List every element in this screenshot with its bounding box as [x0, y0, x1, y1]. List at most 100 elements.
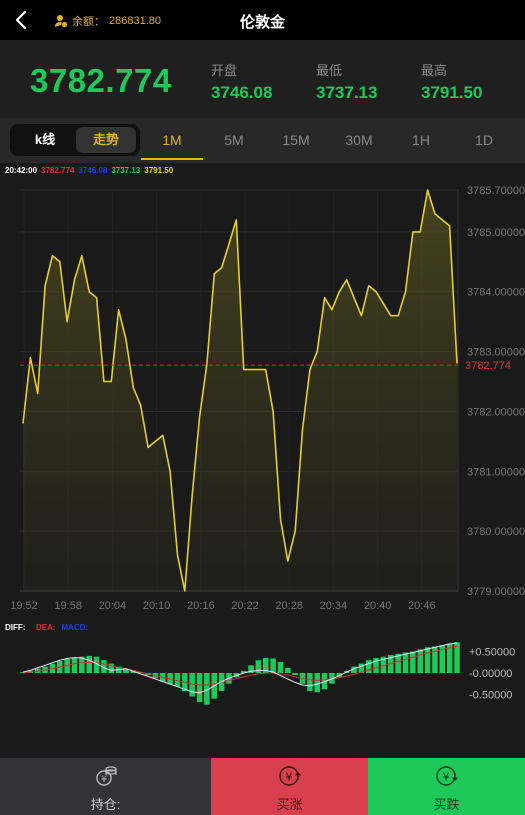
action-bar: ¥ 持仓: ¥ 买涨 ¥ 买跌 [0, 758, 525, 815]
macd-bar [255, 660, 262, 673]
user-coin-icon [55, 15, 68, 28]
macd-bar [130, 670, 137, 673]
legend-value-2: 3746.08 [78, 166, 108, 175]
y-tick-label: 3779.00000 [467, 586, 525, 598]
chart-tabs: k线 走势 1M 5M 15M 30M 1H 1D [0, 118, 525, 163]
x-tick-label: 20:10 [143, 600, 171, 612]
macd-bar [410, 651, 416, 673]
tab-kline[interactable]: k线 [34, 132, 56, 147]
y-tick-label: 3781.00000 [467, 466, 525, 478]
back-arrow-icon[interactable] [10, 8, 34, 32]
diff-line [22, 642, 458, 694]
macd-y-tick-label: +0.50000 [469, 647, 515, 659]
balance-display: 余额： 286831.80 [54, 13, 161, 29]
macd-bar [380, 656, 387, 673]
high-stat: 最高 3791.50 [421, 60, 482, 103]
y-tick-label: 3784.00000 [467, 287, 525, 299]
macd-bar [454, 642, 460, 673]
balance-label: 余额： [72, 16, 105, 28]
macd-bar [196, 673, 203, 703]
coin-stack-icon: ¥ [95, 766, 117, 786]
open-value: 3746.08 [211, 83, 273, 102]
buy-up-button[interactable]: ¥ 买涨 [211, 758, 368, 815]
high-value: 3791.50 [421, 83, 483, 102]
x-tick-label: 20:46 [408, 600, 436, 612]
x-tick-label: 20:28 [275, 600, 303, 612]
macd-bar [439, 645, 445, 673]
macd-bar [240, 670, 247, 673]
chart-area[interactable]: 20:42:00 3782.774 3746.08 3737.13 3791.5… [0, 163, 525, 758]
buy-down-button[interactable]: ¥ 买跌 [368, 758, 525, 815]
y-tick-label: 3783.00000 [467, 347, 525, 359]
legend-value-3: 3737.13 [111, 166, 141, 175]
y-tick-label: 3782.00000 [467, 406, 525, 418]
macd-label: DIFF: [5, 623, 25, 632]
y-tick-label: 3785.00000 [467, 227, 525, 239]
macd-bar [263, 658, 269, 673]
position-button[interactable]: ¥ 持仓: [0, 758, 211, 815]
macd-bar [174, 673, 181, 687]
x-tick-label: 20:34 [320, 600, 348, 612]
tab-15m[interactable]: 15M [282, 132, 310, 148]
macd-bar [248, 665, 254, 673]
macd-bar [277, 661, 284, 673]
x-tick-label: 19:58 [54, 600, 82, 612]
macd-bar [395, 653, 401, 674]
position-label: 持仓: [90, 797, 121, 812]
macd-y-tick-label: -0.50000 [469, 689, 512, 701]
macd-bar [270, 658, 276, 673]
macd-bar [402, 652, 409, 673]
tab-1h[interactable]: 1H [412, 132, 430, 148]
active-tab-indicator [141, 158, 203, 160]
macd-bar [417, 649, 423, 673]
low-value: 3737.13 [316, 83, 378, 102]
macd-label: DEA: [36, 623, 56, 632]
macd-bar [292, 673, 298, 676]
svg-text:¥: ¥ [285, 771, 292, 784]
macd-bar [351, 666, 357, 673]
current-price: 3782.774 [30, 62, 172, 99]
low-label: 最低 [316, 63, 343, 78]
tab-trend[interactable]: 走势 [76, 127, 136, 153]
tab-30m[interactable]: 30M [345, 132, 373, 148]
y-tick-label: 3785.70000 [467, 185, 525, 197]
macd-bar [314, 673, 320, 693]
svg-text:¥: ¥ [442, 771, 449, 784]
macd-bar [101, 660, 107, 673]
quote-panel: 3782.774 开盘 3746.08 最低 3737.13 最高 3791.5… [0, 40, 525, 118]
macd-bar [64, 658, 70, 673]
macd-bar [204, 673, 210, 705]
low-stat: 最低 3737.13 [316, 60, 377, 103]
tab-5m[interactable]: 5M [224, 132, 244, 148]
price-area-fill [23, 190, 457, 591]
y-tick-label: 3780.00000 [467, 526, 525, 538]
tab-1m[interactable]: 1M [162, 132, 182, 148]
macd-label: MACD: [61, 623, 88, 632]
macd-bar [307, 673, 313, 691]
svg-text:¥: ¥ [101, 775, 107, 785]
price-line [22, 189, 458, 592]
legend-time: 20:42:00 [5, 166, 38, 175]
macd-bar [446, 643, 453, 673]
price-chart: 3785.70000 3785.00000 3784.00000 3783.00000… [5, 185, 525, 705]
balance-value: 286831.80 [109, 15, 161, 27]
yuan-up-icon: ¥ [278, 766, 301, 786]
open-label: 开盘 [211, 63, 238, 78]
macd-bar [123, 668, 129, 673]
yuan-down-icon: ¥ [435, 766, 458, 786]
macd-bar [79, 656, 85, 673]
x-tick-label: 20:22 [231, 600, 259, 612]
legend-value-4: 3791.50 [144, 166, 174, 175]
current-price-label: 3782.774 [465, 360, 511, 372]
legend-value-1: 3782.774 [41, 166, 75, 175]
high-label: 最高 [421, 63, 448, 78]
buy-up-label: 买涨 [276, 797, 303, 812]
macd-bar [329, 673, 335, 684]
buy-down-label: 买跌 [433, 797, 460, 812]
x-tick-label: 20:40 [364, 600, 392, 612]
tab-1d[interactable]: 1D [475, 132, 493, 148]
page-title: 伦敦金 [239, 14, 285, 31]
macd-bar [86, 655, 92, 673]
chart-mode-toggle: k线 走势 [10, 124, 140, 156]
macd-bar [189, 673, 195, 697]
